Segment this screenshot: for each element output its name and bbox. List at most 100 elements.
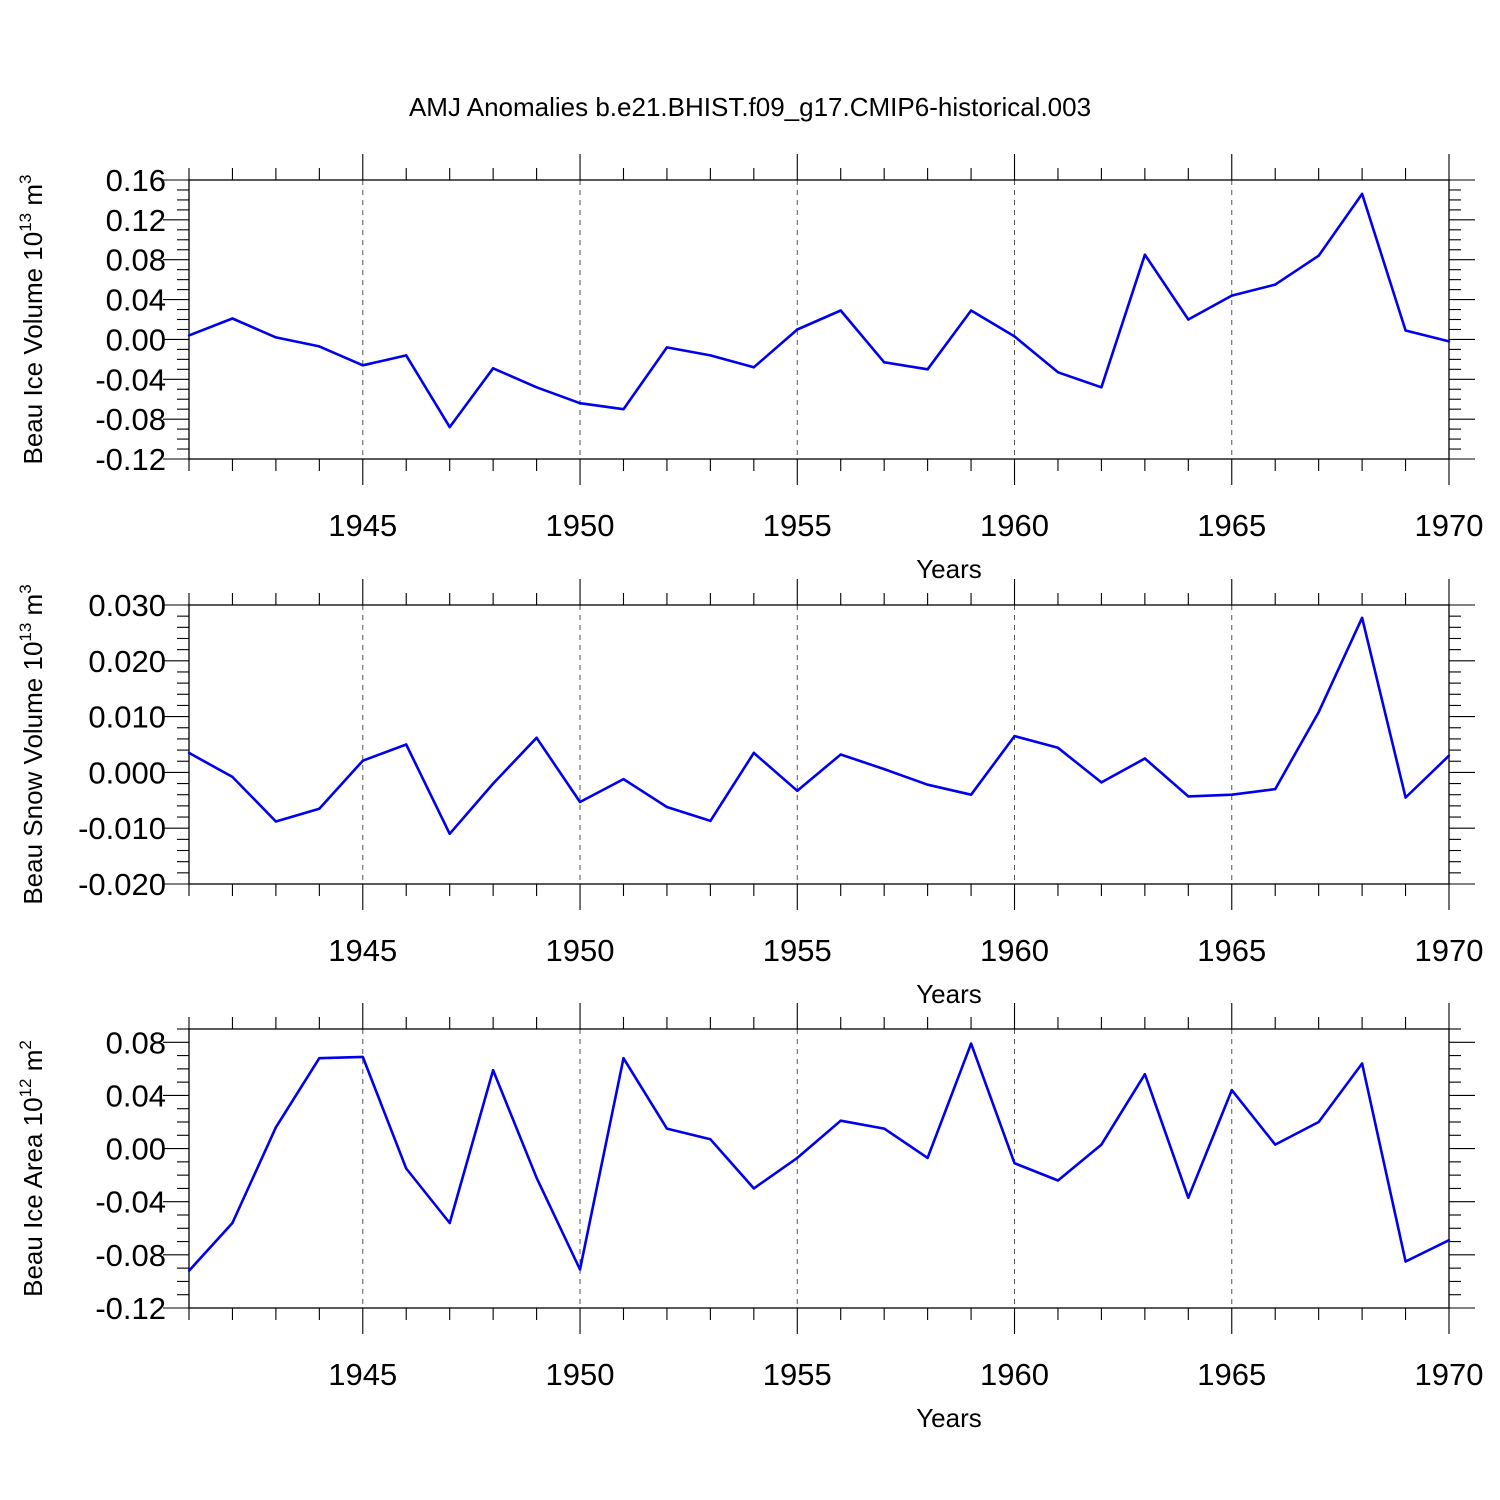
x-tick-label: 1955 bbox=[763, 933, 832, 968]
y-tick-label: -0.04 bbox=[95, 1185, 166, 1220]
data-point bbox=[709, 819, 712, 823]
data-point bbox=[1317, 1120, 1320, 1124]
y-tick-label: -0.12 bbox=[95, 442, 166, 477]
figure-title: AMJ Anomalies b.e21.BHIST.f09_g17.CMIP6-… bbox=[409, 92, 1091, 122]
data-point bbox=[1187, 318, 1190, 321]
data-point bbox=[926, 1156, 929, 1160]
data-point bbox=[969, 1042, 973, 1045]
y-tick-label: 0.12 bbox=[106, 203, 166, 238]
data-point bbox=[796, 328, 799, 331]
y-tick-label: 0.00 bbox=[106, 1132, 166, 1167]
data-point bbox=[535, 386, 538, 389]
data-point bbox=[926, 368, 929, 371]
data-point bbox=[578, 800, 582, 804]
y-axis-title-unit: m bbox=[18, 1050, 48, 1079]
y-axis-title-text: Beau Ice Volume 10 bbox=[18, 232, 48, 465]
data-point bbox=[1317, 710, 1320, 714]
data-point bbox=[839, 753, 842, 756]
data-point bbox=[274, 1126, 278, 1129]
y-tick-label: 0.08 bbox=[106, 1025, 166, 1060]
x-tick-label: 1965 bbox=[1197, 933, 1266, 968]
data-point bbox=[752, 1187, 756, 1190]
data-point bbox=[1230, 1088, 1233, 1092]
data-point bbox=[665, 1127, 669, 1130]
data-point bbox=[622, 1057, 625, 1060]
y-tick-label: -0.010 bbox=[78, 811, 166, 846]
y-tick-label: -0.08 bbox=[95, 402, 166, 437]
data-point bbox=[491, 1068, 495, 1072]
data-point bbox=[448, 832, 451, 835]
data-point bbox=[274, 336, 278, 339]
plot-frame bbox=[188, 1028, 1450, 1309]
y-axis-title-text: Beau Ice Area 10 bbox=[18, 1097, 48, 1296]
data-point bbox=[1274, 1143, 1277, 1146]
data-point bbox=[491, 367, 495, 370]
x-tick-label: 1955 bbox=[763, 508, 832, 543]
data-point bbox=[448, 1221, 451, 1225]
y-axis-title: Beau Ice Volume 1013 m3 bbox=[16, 175, 48, 465]
data-point bbox=[361, 364, 364, 367]
data-point bbox=[1360, 616, 1364, 620]
series-line bbox=[188, 616, 1450, 836]
data-point bbox=[1274, 787, 1277, 791]
y-axis-title-unit: m bbox=[18, 594, 48, 623]
data-point bbox=[318, 1057, 321, 1060]
panels: -0.12 -0.08 -0.04 0.00 0.04 0.08 0.12 0.16 1945 1… bbox=[16, 154, 1483, 1433]
data-point bbox=[361, 759, 364, 762]
data-point bbox=[1143, 757, 1147, 760]
data-point bbox=[491, 782, 495, 785]
data-point bbox=[796, 789, 799, 793]
data-point bbox=[1100, 1143, 1103, 1146]
y-axis-title: Beau Snow Volume 1013 m3 bbox=[16, 584, 48, 904]
data-point bbox=[882, 767, 886, 771]
x-tick-label: 1950 bbox=[546, 1357, 615, 1392]
data-point bbox=[709, 1138, 712, 1141]
data-point bbox=[752, 751, 756, 755]
data-point bbox=[1404, 1260, 1407, 1263]
y-tick-label: -0.020 bbox=[78, 867, 166, 902]
y-tick-label: 0.030 bbox=[88, 588, 166, 623]
data-point bbox=[926, 783, 929, 786]
data-point bbox=[1404, 796, 1407, 799]
chart-panel-2: -0.020 -0.010 0.000 0.010 0.020 0.030 1945 1950… bbox=[16, 579, 1483, 1009]
data-point bbox=[1230, 793, 1233, 796]
data-point bbox=[405, 743, 408, 746]
data-point bbox=[318, 345, 321, 348]
data-point bbox=[622, 777, 625, 781]
data-point bbox=[1274, 283, 1277, 286]
data-point bbox=[882, 361, 886, 364]
y-axis-title-exponent: 13 bbox=[16, 213, 35, 232]
data-point bbox=[1447, 340, 1451, 343]
data-point bbox=[1447, 1239, 1451, 1242]
data-point bbox=[1360, 192, 1364, 196]
plot-frame bbox=[188, 604, 1450, 885]
x-tick-label: 1945 bbox=[328, 508, 397, 543]
x-tick-label: 1950 bbox=[546, 508, 615, 543]
data-point bbox=[665, 346, 669, 349]
chart-panel-1: -0.12 -0.08 -0.04 0.00 0.04 0.08 0.12 0.16 1945 1… bbox=[16, 154, 1483, 584]
data-point bbox=[578, 1268, 582, 1271]
data-point bbox=[882, 1127, 886, 1130]
data-point bbox=[709, 354, 712, 357]
data-point bbox=[1317, 254, 1320, 257]
x-axis-title: Years bbox=[916, 979, 982, 1009]
y-axis-title-text: Beau Snow Volume 10 bbox=[18, 642, 48, 905]
y-axis-title-exponent: 12 bbox=[16, 1078, 35, 1097]
data-point bbox=[1447, 754, 1451, 757]
x-tick-label: 1945 bbox=[328, 933, 397, 968]
data-point bbox=[1013, 734, 1016, 738]
x-tick-label: 1945 bbox=[328, 1357, 397, 1392]
data-point bbox=[1013, 335, 1016, 338]
data-point bbox=[535, 1176, 538, 1180]
data-point bbox=[1056, 371, 1060, 374]
y-axis-title-unit-exponent: 3 bbox=[16, 584, 35, 593]
x-tick-label: 1970 bbox=[1415, 933, 1484, 968]
data-point bbox=[622, 407, 625, 411]
data-point bbox=[1100, 781, 1103, 784]
data-point bbox=[405, 354, 408, 357]
data-point bbox=[318, 807, 321, 810]
data-point bbox=[1360, 1062, 1364, 1065]
chart-panel-3: -0.12 -0.08 -0.04 0.00 0.04 0.08 1945 1950 1955 1… bbox=[16, 1003, 1483, 1433]
data-point bbox=[1404, 329, 1407, 332]
